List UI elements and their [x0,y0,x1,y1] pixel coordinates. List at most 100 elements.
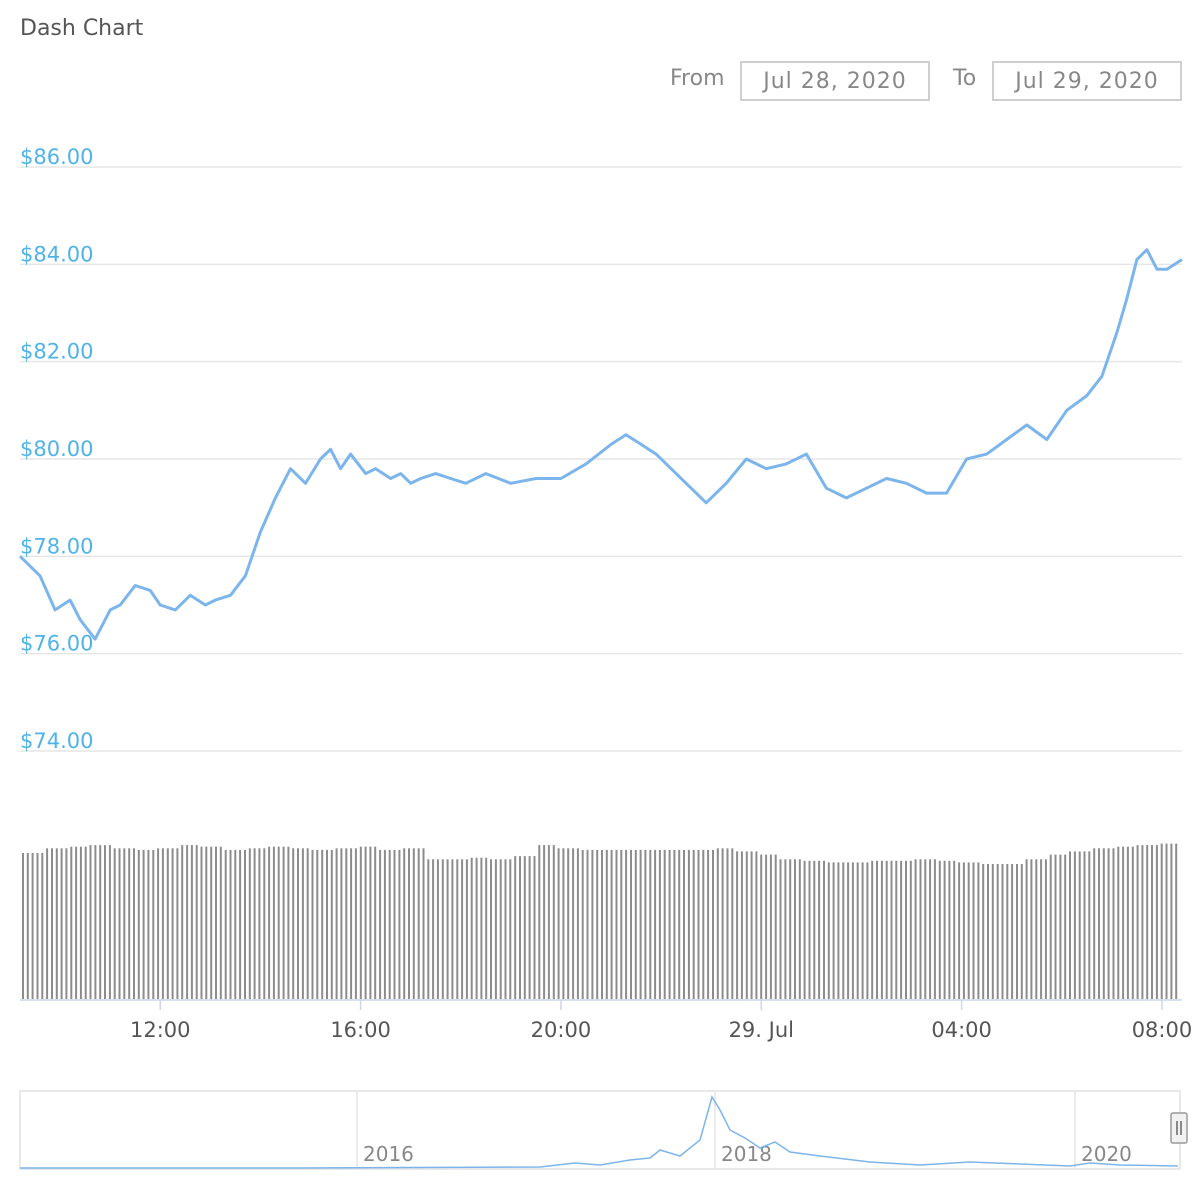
volume-bar [586,849,589,1000]
volume-bar [929,859,932,999]
volume-bar [649,849,652,1000]
x-axis: 12:00 16:00 20:00 29. Jul 04:00 08:00 [20,999,1192,1042]
volume-bar [142,849,145,1000]
y-axis-labels: $74.00 $76.00 $78.00 $80.00 $82.00 $84.00 $86.… [20,145,93,753]
volume-bar [292,848,295,999]
volume-bar [1112,848,1115,999]
volume-bar [403,848,406,999]
volume-bar [697,849,700,1000]
from-date-input[interactable]: Jul 28, 2020 [740,61,930,101]
volume-bar [905,860,907,999]
volume-bar [769,854,772,999]
volume-bar [982,864,985,999]
volume-bar [301,848,304,999]
volume-bar [306,848,309,999]
volume-bar [856,862,859,999]
navigator-frame [19,1090,1181,1170]
volume-bar [760,854,763,999]
volume-bar [22,853,24,999]
volume-bars [22,843,1178,1000]
volume-bar [128,848,131,999]
navigator-handle[interactable] [1170,1112,1188,1144]
volume-bar [1049,854,1052,999]
volume-bar [123,848,126,999]
volume-bar [166,848,169,999]
volume-bar [108,845,111,999]
volume-bar [70,846,73,999]
volume-bar [272,846,275,999]
volume-bar [1044,859,1047,999]
volume-bar [1160,843,1163,999]
volume-bar [359,846,362,999]
volume-bar [258,848,261,999]
volume-bar [673,849,676,1000]
volume-bar [562,848,565,999]
volume-bar [354,848,357,999]
volume-bar [1020,864,1023,999]
volume-bar [1030,859,1033,999]
volume-bar [133,848,135,999]
volume-bar [316,849,319,1000]
volume-bar [456,859,459,999]
volume-bar [514,856,517,999]
volume-bar [55,848,58,999]
volume-bar [1136,845,1139,999]
volume-bar [1151,845,1153,999]
volume-bar [1054,854,1057,999]
y-tick-label: $80.00 [20,437,93,461]
volume-bar [576,848,579,999]
volume-bar [1069,851,1071,999]
volume-bar [451,859,454,999]
volume-bar [774,854,777,999]
volume-bar [533,856,536,999]
navigator-series-line [20,1095,1179,1169]
volume-bar [1078,851,1081,999]
volume-bar [687,849,690,1000]
volume-bar [422,848,425,999]
volume-bar [485,857,488,999]
volume-bar [297,848,299,999]
volume-bar [572,848,575,999]
to-label: To [953,66,977,91]
volume-bar [79,846,82,999]
volume-bar [490,859,492,999]
volume-bar [615,849,618,1000]
volume-bar [330,849,333,1000]
volume-bar [1175,843,1178,999]
volume-bar [461,859,464,999]
volume-bar [1155,845,1158,999]
volume-bar [369,846,372,999]
volume-bar [104,845,106,999]
volume-bar [321,849,324,1000]
volume-bar [716,848,719,999]
volume-bar [1035,859,1038,999]
volume-bar [543,845,546,999]
volume-bar [171,848,174,999]
volume-bar [909,860,912,999]
volume-bar [335,848,338,999]
volume-bar [446,859,449,999]
volume-bar [1170,843,1173,999]
volume-bar [99,845,102,999]
volume-bar [639,849,642,1000]
volume-bar [31,853,34,999]
volume-bar [523,856,526,999]
volume-bar [1088,851,1091,999]
volume-bar [161,848,164,999]
volume-bar [847,862,850,999]
volume-bar [1025,859,1028,999]
to-date-input[interactable]: Jul 29, 2020 [992,61,1182,101]
volume-bar [113,848,116,999]
volume-bar [625,849,628,1000]
navigator[interactable]: 2016 2018 2020 [19,1090,1188,1170]
volume-bar [851,862,854,999]
volume-bar [282,846,285,999]
volume-bar [938,860,941,999]
volume-bar [94,845,97,999]
volume-bar [823,860,825,999]
volume-bar [1102,848,1105,999]
chart-title: Dash Chart [20,16,144,41]
volume-bar [866,862,869,999]
volume-bar [620,849,623,1000]
